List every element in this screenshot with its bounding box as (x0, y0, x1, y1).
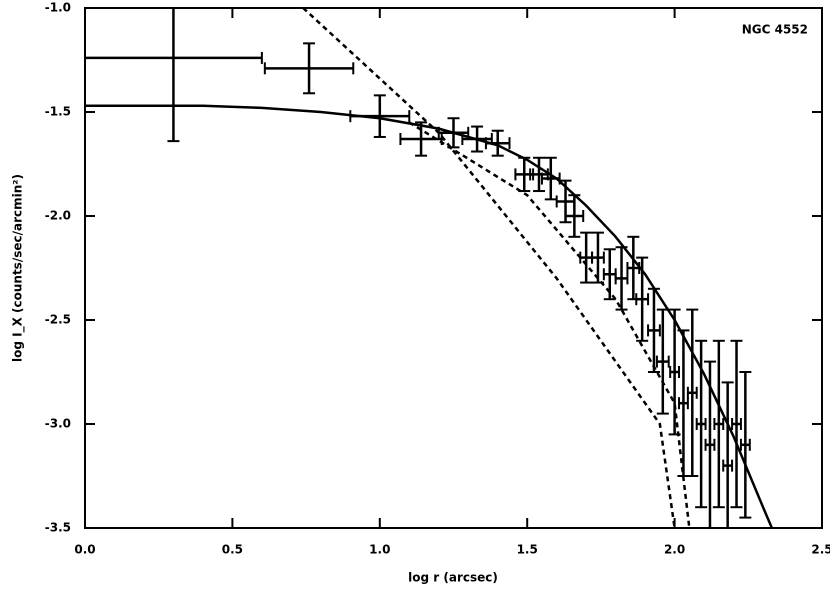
x-tick-label: 1.5 (517, 543, 538, 557)
plot-area (85, 8, 774, 528)
model-line (85, 104, 774, 528)
axes-frame (84, 7, 823, 529)
y-axis-label: log I_X (counts/sec/arcmin²) (11, 174, 26, 362)
y-tick-label: -3.0 (45, 417, 71, 431)
y-tick-label: -2.5 (45, 313, 71, 327)
y-tick-label: -1.5 (45, 105, 71, 119)
x-tick-label: 2.5 (811, 543, 830, 557)
chart-title: NGC 4552 (742, 23, 808, 37)
dashed-model-line (302, 8, 676, 528)
x-tick-label: 1.0 (369, 543, 390, 557)
y-tick-label: -2.0 (45, 209, 71, 223)
y-tick-label: -3.5 (45, 521, 71, 535)
x-tick-label: 2.0 (664, 543, 685, 557)
x-tick-label: 0.0 (74, 543, 95, 557)
x-axis-label: log r (arcsec) (408, 571, 498, 585)
y-tick-label: -1.0 (45, 1, 71, 15)
dashed-model-line (408, 121, 691, 528)
x-tick-label: 0.5 (222, 543, 243, 557)
